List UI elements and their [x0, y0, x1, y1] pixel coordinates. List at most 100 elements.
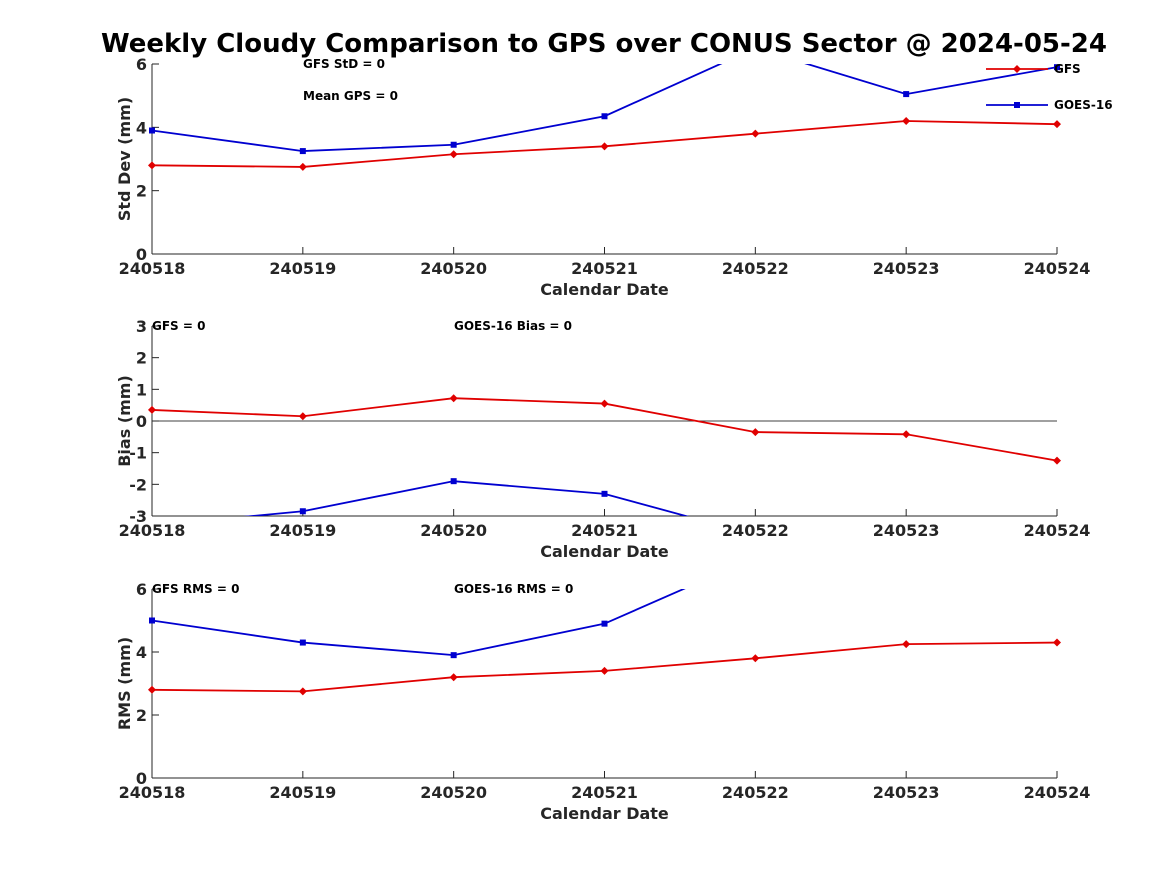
- data-point: [450, 141, 457, 148]
- data-point: [149, 617, 155, 624]
- data-point: [1053, 638, 1061, 647]
- y-tick-label: 2: [136, 182, 147, 201]
- x-tick-label: 240521: [571, 783, 638, 802]
- legend-label: GFS: [1054, 62, 1081, 76]
- series-line: [151, 64, 1058, 152]
- figure-title: Weekly Cloudy Comparison to GPS over CON…: [101, 29, 1107, 59]
- x-tick-label: 240522: [722, 783, 789, 802]
- series-goes-16: [149, 64, 1060, 155]
- data-point: [1053, 456, 1061, 465]
- series-gfs: [148, 117, 1061, 171]
- y-tick-label: 0: [136, 412, 147, 431]
- data-point: [298, 412, 307, 421]
- x-tick-label: 240518: [119, 521, 186, 540]
- legend-entry: GOES-16: [986, 98, 1113, 112]
- y-tick-label: -1: [129, 444, 147, 463]
- legend-entry: GFS: [986, 62, 1081, 76]
- data-point: [902, 430, 911, 439]
- data-point: [601, 490, 608, 497]
- data-point: [298, 687, 307, 696]
- data-point: [148, 685, 156, 694]
- y-tick-label: 6: [136, 55, 147, 74]
- x-tick-label: 240519: [269, 521, 336, 540]
- legend-marker: [1013, 65, 1021, 73]
- data-point: [1054, 64, 1060, 71]
- y-tick-label: 4: [136, 118, 147, 137]
- x-tick-label: 240518: [119, 783, 186, 802]
- x-tick-label: 240523: [873, 783, 940, 802]
- y-tick-label: 2: [136, 349, 147, 368]
- data-point: [450, 652, 457, 659]
- x-tick-label: 240519: [269, 259, 336, 278]
- y-tick-label: 6: [136, 580, 147, 599]
- x-tick-label: 240521: [571, 521, 638, 540]
- y-axis-label: Bias (mm): [115, 375, 134, 467]
- chart-panels: 240518 240519 240520 240521 240522 240523 2405…: [115, 55, 1091, 823]
- y-tick-label: -2: [129, 475, 147, 494]
- data-point: [449, 394, 458, 403]
- x-tick-label: 240522: [722, 521, 789, 540]
- data-point: [903, 91, 910, 98]
- data-point: [449, 673, 458, 682]
- x-tick-label: 240524: [1024, 259, 1091, 278]
- x-tick-label: 240519: [269, 783, 336, 802]
- data-point: [902, 640, 911, 649]
- x-axis-label: Calendar Date: [540, 542, 669, 561]
- y-tick-label: 0: [136, 769, 147, 788]
- y-tick-label: 0: [136, 245, 147, 264]
- x-tick-label: 240524: [1024, 521, 1091, 540]
- x-tick-label: 240521: [571, 259, 638, 278]
- x-tick-label: 240522: [722, 259, 789, 278]
- legend-marker: [1014, 102, 1020, 108]
- panel-3: 240518 240519 240520 240521 240522 240523 2405…: [115, 555, 1091, 823]
- y-axis-label: Std Dev (mm): [115, 97, 134, 221]
- y-tick-label: 2: [136, 706, 147, 725]
- data-point: [148, 161, 156, 170]
- data-point: [751, 654, 760, 663]
- data-point: [751, 129, 760, 138]
- stat-annotation: GFS = 0: [152, 319, 205, 333]
- x-tick-label: 240524: [1024, 783, 1091, 802]
- legend-label: GOES-16: [1054, 98, 1113, 112]
- stat-annotation: Mean GPS = 0: [303, 89, 398, 103]
- data-point: [299, 508, 306, 515]
- series-goes-16: [149, 555, 758, 659]
- data-point: [600, 666, 609, 675]
- data-point: [902, 117, 911, 125]
- stat-annotation: GOES-16 RMS = 0: [454, 582, 573, 596]
- data-point: [149, 127, 155, 134]
- legend: GFS GOES-16: [986, 62, 1113, 112]
- data-point: [299, 639, 306, 646]
- y-axis-label: RMS (mm): [115, 637, 134, 730]
- series-gfs: [148, 638, 1061, 696]
- data-point: [751, 428, 760, 437]
- x-axis-label: Calendar Date: [540, 280, 669, 299]
- x-tick-label: 240520: [420, 521, 487, 540]
- stat-annotation: GFS StD = 0: [303, 57, 385, 71]
- series-goes-16: [242, 478, 690, 516]
- x-tick-label: 240523: [873, 521, 940, 540]
- data-point: [600, 142, 609, 151]
- x-tick-label: 240520: [420, 783, 487, 802]
- data-point: [449, 150, 458, 159]
- x-tick-label: 240518: [119, 259, 186, 278]
- panel-1: 240518 240519 240520 240521 240522 240523 2405…: [115, 55, 1091, 299]
- data-point: [148, 405, 156, 414]
- data-point: [752, 555, 758, 561]
- x-tick-label: 240520: [420, 259, 487, 278]
- data-point: [600, 399, 609, 408]
- y-tick-label: -3: [129, 507, 147, 526]
- panel-2: 240518 240519 240520 240521 240522 240523 2405…: [115, 317, 1090, 561]
- x-axis-label: Calendar Date: [540, 804, 669, 823]
- x-tick-label: 240523: [873, 259, 940, 278]
- y-tick-label: 4: [136, 643, 147, 662]
- data-point: [1053, 120, 1061, 129]
- stat-annotation: GFS RMS = 0: [152, 582, 239, 596]
- series-line: [151, 589, 686, 657]
- data-point: [450, 478, 457, 485]
- stat-annotation: GOES-16 Bias = 0: [454, 319, 572, 333]
- y-tick-label: 3: [136, 317, 147, 336]
- data-point: [298, 162, 307, 171]
- y-tick-label: 1: [136, 380, 147, 399]
